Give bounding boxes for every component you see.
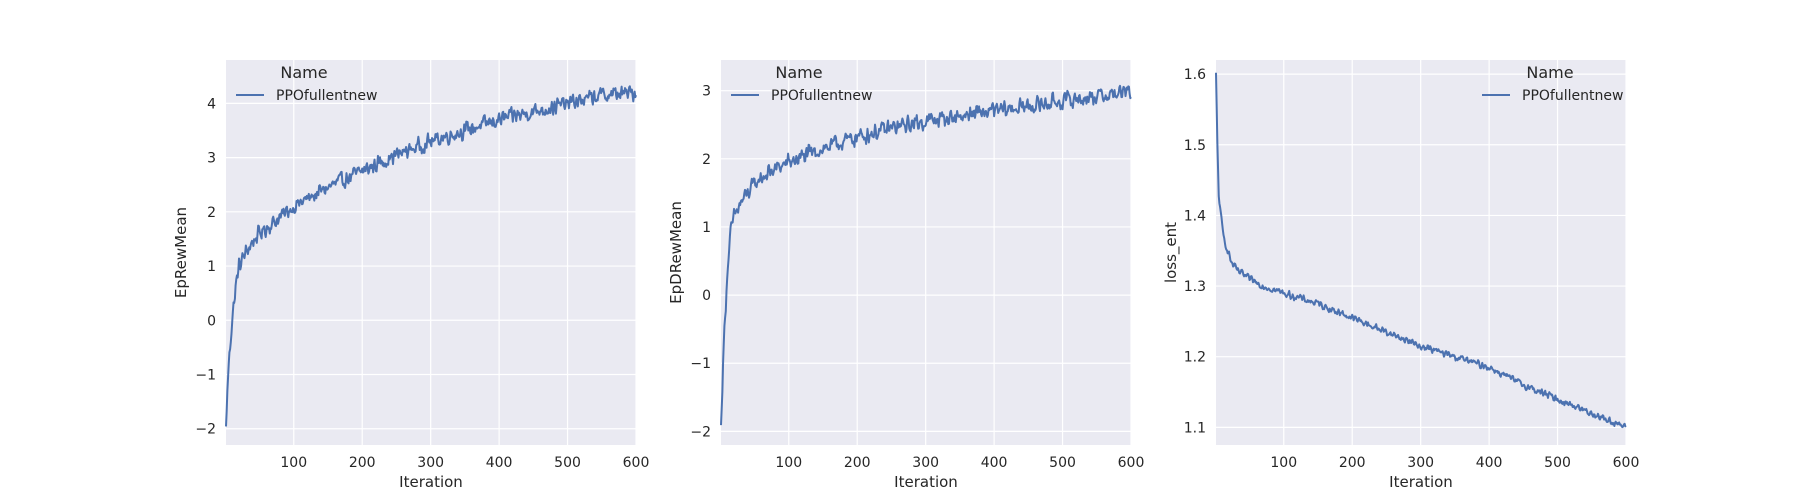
chart-panel-1: 100 200 300 400 500 600 −2 −1 0 1 2 3 4 Iteration EpRe… [172, 60, 649, 491]
legend: Name PPOfullentnew [731, 63, 872, 104]
y-tick-label: −1 [195, 368, 216, 384]
y-tick-label: 3 [207, 151, 216, 167]
legend-title: Name [1526, 63, 1573, 82]
y-tick-label: −1 [690, 356, 711, 372]
x-tick-label: 200 [1339, 455, 1366, 471]
y-tick-label: 2 [702, 152, 711, 168]
y-tick-label: −2 [195, 422, 216, 438]
x-tick-label: 600 [1613, 455, 1640, 471]
legend-title: Name [775, 63, 822, 82]
legend-entry: PPOfullentnew [771, 88, 872, 104]
x-axis-label: Iteration [399, 473, 463, 491]
x-tick-label: 300 [912, 455, 939, 471]
legend-entry: PPOfullentnew [276, 88, 377, 104]
x-axis-label: Iteration [894, 473, 958, 491]
y-tick-label: 1 [702, 220, 711, 236]
x-axis-label: Iteration [1389, 473, 1453, 491]
legend-title: Name [280, 63, 327, 82]
y-tick-label: 1.6 [1184, 67, 1206, 83]
legend: Name PPOfullentnew [236, 63, 377, 104]
y-tick-label: 4 [207, 96, 216, 112]
legend: Name PPOfullentnew [1482, 63, 1623, 104]
y-tick-label: 0 [702, 288, 711, 304]
chart-panel-2: 100 200 300 400 500 600 −2 −1 0 1 2 3 Iteration EpDRe… [667, 60, 1144, 491]
x-tick-label: 300 [417, 455, 444, 471]
y-axis-label: EpRewMean [172, 207, 190, 298]
y-tick-label: 1.1 [1184, 420, 1206, 436]
x-tick-label: 400 [981, 455, 1008, 471]
y-tick-label: 1.2 [1184, 350, 1206, 366]
y-tick-label: −2 [690, 424, 711, 440]
legend-entry: PPOfullentnew [1522, 88, 1623, 104]
series-line [1215, 72, 1627, 429]
y-axis-label: EpDRewMean [667, 201, 685, 304]
y-tick-label: 3 [702, 84, 711, 100]
x-tick-label: 100 [775, 455, 802, 471]
x-tick-label: 100 [280, 455, 307, 471]
y-tick-label: 0 [207, 313, 216, 329]
x-tick-label: 600 [623, 455, 650, 471]
chart-panel-3: 100 200 300 400 500 600 1.1 1.2 1.3 1.4 1.5 1.6 Iter… [1162, 60, 1639, 491]
x-tick-label: 100 [1270, 455, 1297, 471]
y-axis-label: loss_ent [1162, 222, 1181, 283]
x-tick-label: 500 [1049, 455, 1076, 471]
y-tick-label: 1.3 [1184, 279, 1206, 295]
x-tick-label: 400 [1476, 455, 1503, 471]
x-tick-label: 500 [554, 455, 581, 471]
y-tick-label: 1 [207, 259, 216, 275]
x-tick-label: 600 [1118, 455, 1145, 471]
y-tick-label: 1.4 [1184, 208, 1206, 224]
y-tick-label: 2 [207, 205, 216, 221]
x-tick-label: 200 [844, 455, 871, 471]
x-tick-label: 400 [486, 455, 513, 471]
y-tick-label: 1.5 [1184, 138, 1206, 154]
x-tick-label: 300 [1407, 455, 1434, 471]
x-tick-label: 200 [349, 455, 376, 471]
series-line [225, 85, 637, 427]
series-line [720, 84, 1132, 426]
x-tick-label: 500 [1544, 455, 1571, 471]
